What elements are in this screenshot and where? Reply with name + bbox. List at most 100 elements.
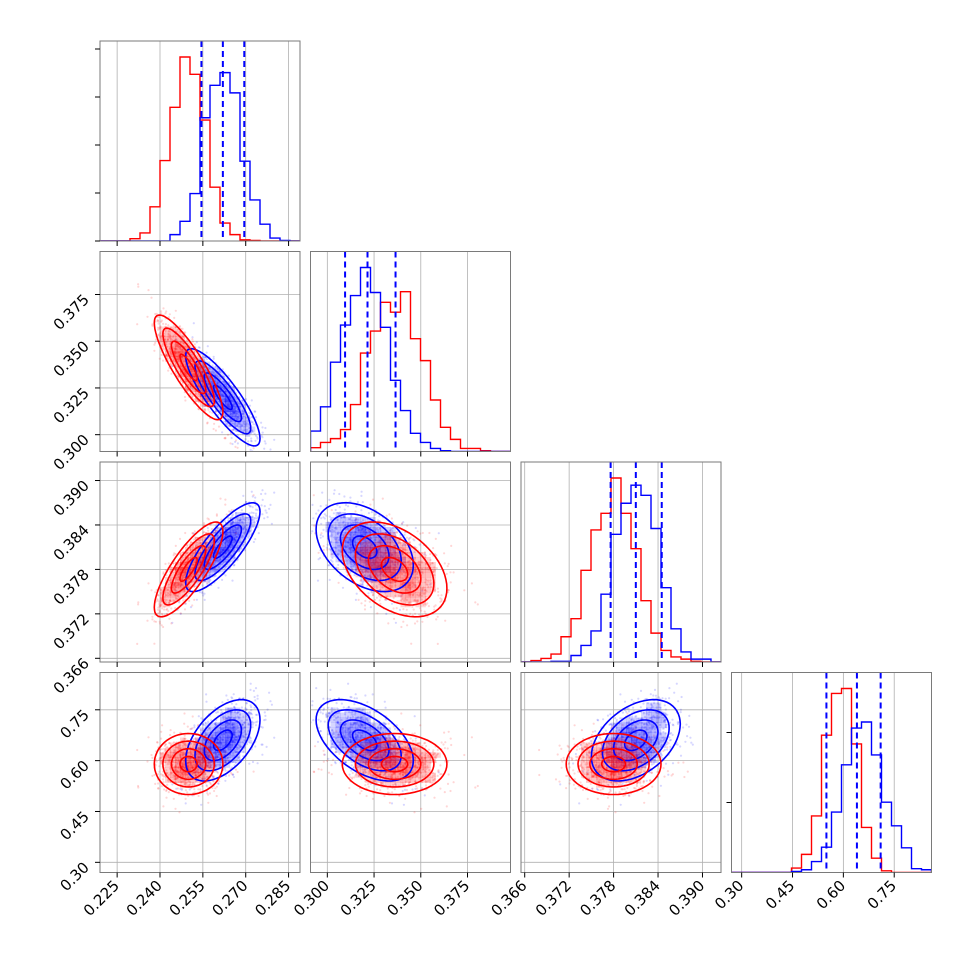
scatter-point <box>374 536 377 539</box>
scatter-point <box>158 610 161 613</box>
scatter-point <box>415 599 419 602</box>
scatter-point <box>449 571 452 574</box>
scatter-point <box>333 489 336 492</box>
density-cell <box>180 572 186 578</box>
scatter-point <box>204 356 207 359</box>
scatter-point <box>189 549 192 552</box>
scatter-point <box>191 552 194 555</box>
scatter-point <box>344 532 347 535</box>
scatter-point <box>361 551 364 555</box>
scatter-point <box>343 515 347 519</box>
scatter-point <box>221 578 224 582</box>
scatter-point <box>190 540 193 543</box>
scatter-point <box>207 546 210 549</box>
density-cell <box>200 572 206 578</box>
scatter-point <box>357 518 360 521</box>
density-cell <box>160 602 166 608</box>
scatter-point <box>247 440 250 443</box>
scatter-point <box>334 541 338 544</box>
scatter-point <box>204 369 207 372</box>
scatter-point <box>444 619 447 622</box>
scatter-point <box>216 374 219 377</box>
scatter-point <box>191 531 194 535</box>
scatter-point <box>168 599 171 602</box>
scatter-point <box>212 355 215 358</box>
scatter-point <box>250 528 253 532</box>
scatter-point <box>203 407 206 411</box>
scatter-point <box>384 549 388 552</box>
density-cell <box>230 557 236 563</box>
density-cell <box>180 346 186 352</box>
density-cell <box>230 527 236 533</box>
scatter-point <box>336 532 339 536</box>
density-cell <box>190 371 196 377</box>
scatter-point <box>254 512 258 515</box>
scatter-point <box>218 384 221 387</box>
scatter-point <box>380 554 383 557</box>
density-cell <box>200 557 206 563</box>
density-cell <box>190 351 196 357</box>
density-cell <box>235 542 241 548</box>
scatter-point <box>233 421 237 424</box>
scatter-point <box>363 604 367 607</box>
scatter-point <box>365 559 368 563</box>
scatter-point <box>317 551 320 554</box>
scatter-point <box>337 581 340 584</box>
scatter-point <box>200 566 203 569</box>
scatter-point <box>197 364 200 367</box>
scatter-point <box>370 524 373 527</box>
density-cell <box>245 517 251 523</box>
scatter-point <box>207 408 210 411</box>
scatter-point <box>362 552 365 555</box>
contours-series-0 <box>184 502 261 593</box>
scatter-point <box>356 521 359 524</box>
scatter-point <box>242 527 245 531</box>
scatter-point <box>321 491 324 494</box>
density-cell <box>205 557 211 563</box>
scatter-point <box>371 561 374 564</box>
scatter-point <box>180 348 183 351</box>
scatter-point <box>336 552 339 556</box>
scatter-point <box>248 505 252 508</box>
scatter-point <box>387 622 390 625</box>
scatter-point <box>389 539 392 542</box>
scatter-point <box>410 642 413 645</box>
scatter-point <box>235 411 238 414</box>
scatter-point <box>419 532 422 535</box>
scatter-point <box>206 526 209 530</box>
scatter-point <box>338 492 341 496</box>
scatter-point <box>174 345 177 348</box>
scatter-point <box>407 560 410 563</box>
scatter-point <box>180 340 183 343</box>
scatter-point <box>168 342 171 345</box>
scatter-point <box>235 424 238 427</box>
scatter-point <box>337 563 340 567</box>
scatter-point <box>356 537 359 541</box>
density-cell <box>335 547 341 553</box>
scatter-point <box>231 579 234 582</box>
scatter-point <box>403 558 406 561</box>
scatter-point <box>181 578 184 581</box>
scatter-point <box>427 586 430 589</box>
scatter-point <box>395 607 398 610</box>
scatter-point <box>167 609 170 613</box>
scatter-point <box>164 312 167 315</box>
scatter-point <box>164 329 167 332</box>
scatter-point <box>260 504 263 507</box>
scatter-point <box>420 567 424 571</box>
scatter-point <box>158 336 161 339</box>
scatter-point <box>197 580 200 584</box>
scatter-point <box>231 442 234 446</box>
scatter-point <box>224 574 227 577</box>
density-cell <box>205 557 211 563</box>
scatter-point <box>350 532 353 535</box>
scatter-point <box>375 572 378 575</box>
scatter-point <box>342 534 345 537</box>
scatter-point <box>231 422 234 425</box>
scatter-point <box>218 558 221 561</box>
scatter-point <box>330 559 333 562</box>
scatter-point <box>409 536 412 539</box>
scatter-point <box>329 518 332 521</box>
density-cell <box>350 517 356 523</box>
scatter-point <box>372 559 375 562</box>
